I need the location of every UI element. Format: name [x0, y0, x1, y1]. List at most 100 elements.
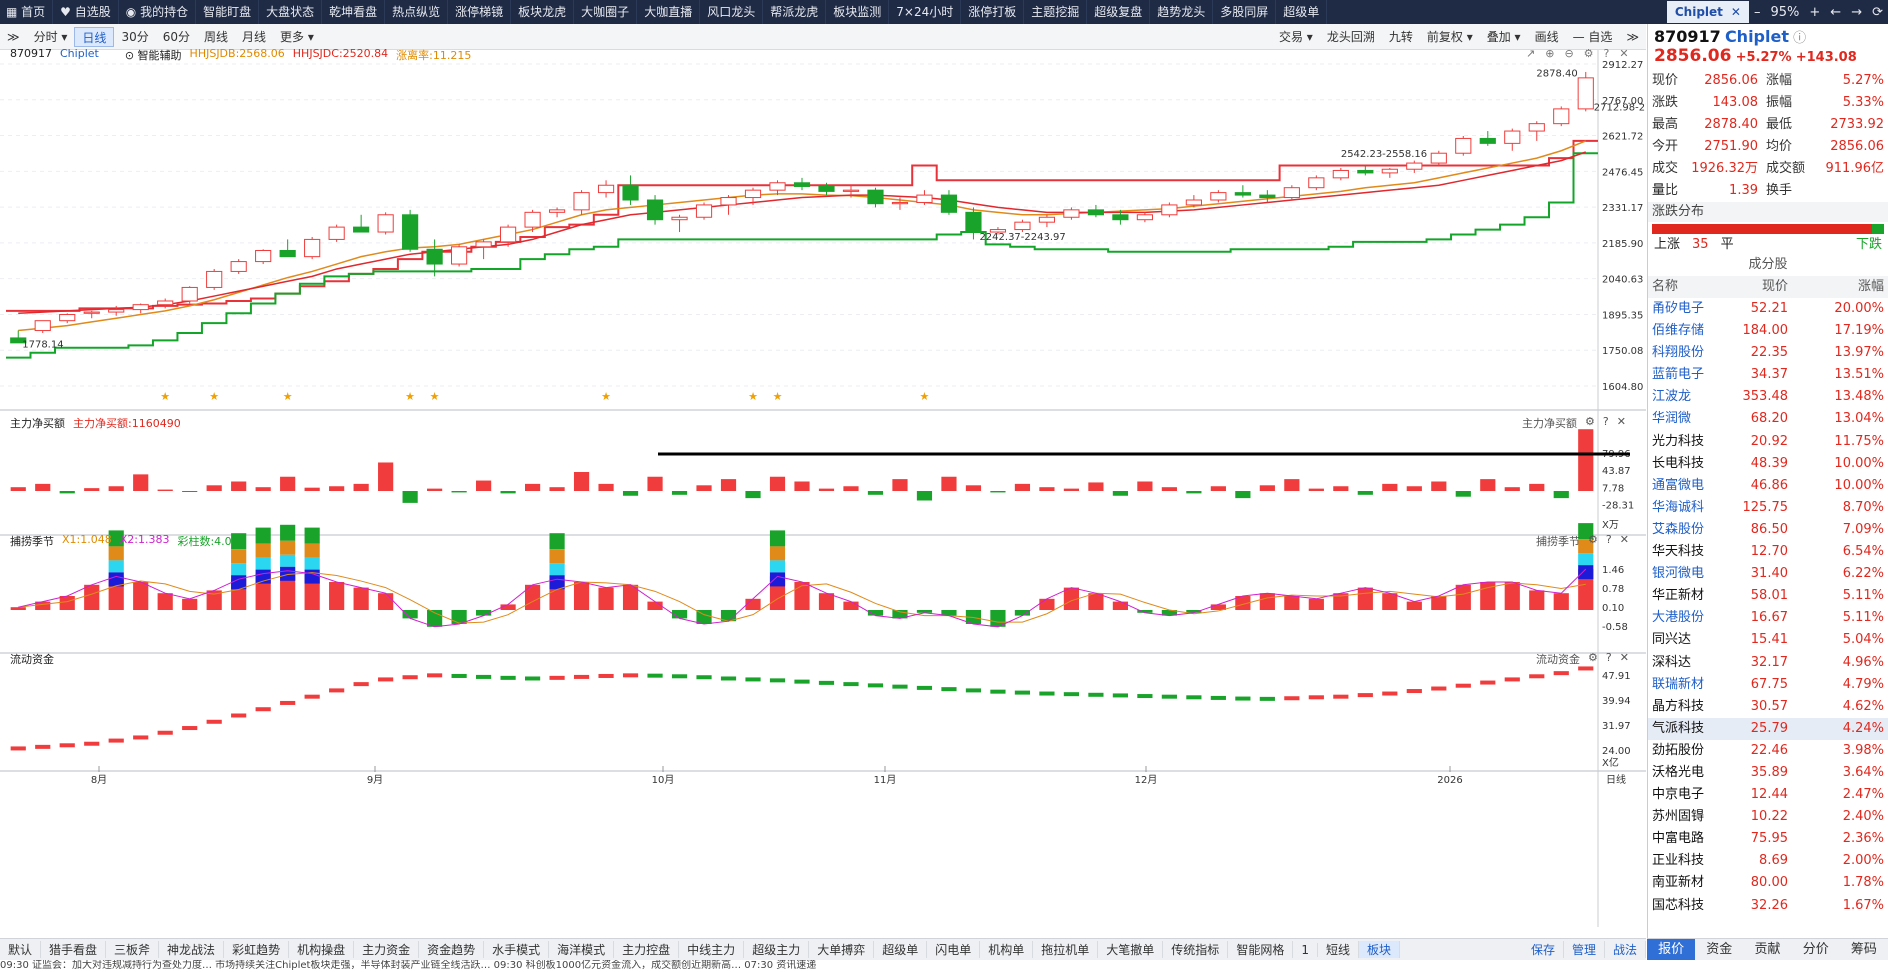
nine-turn-button[interactable]: 九转 [1388, 29, 1413, 44]
constituent-row[interactable]: 蓝箭电子 34.37 13.51% [1648, 364, 1888, 386]
news-ticker[interactable]: 09:30 证监会：加大对违规减持行为查处力度… 市场持续关注Chiplet板块… [0, 960, 1888, 972]
strategy-action-1[interactable]: 管理 [1564, 941, 1605, 958]
watchlist-button[interactable]: — 自选 [1572, 29, 1613, 44]
strategy-tab-19[interactable]: 传统指标 [1163, 941, 1229, 958]
side-name[interactable]: Chiplet [1724, 27, 1789, 46]
period-monthly[interactable]: 月线 [242, 29, 267, 44]
assist-toggle[interactable]: ⊙ 智能辅助 [124, 49, 182, 62]
close-icon[interactable]: ✕ [1619, 47, 1629, 60]
nav-item-20[interactable]: 超级单 [1276, 0, 1328, 24]
constituent-row[interactable]: 同兴达 15.41 5.04% [1648, 629, 1888, 651]
constituent-row[interactable]: 华润微 68.20 13.04% [1648, 408, 1888, 430]
side-tab-0[interactable]: 报价 [1647, 939, 1696, 960]
strategy-tab-13[interactable]: 大单搏弈 [809, 941, 875, 958]
constituent-row[interactable]: 晶方科技 30.57 4.62% [1648, 696, 1888, 718]
share-icon[interactable]: ↗ [1526, 47, 1536, 60]
close-icon[interactable]: ✕ [1619, 533, 1629, 546]
nav-item-9[interactable]: 大咖圈子 [574, 0, 638, 24]
chart-canvas[interactable]: 2912.27 2767.00 2621.72 2476.45 2331.17 2185.… [0, 50, 1646, 927]
settings-icon[interactable]: ⚙ [1588, 651, 1598, 664]
close-icon[interactable]: ✕ [1619, 651, 1629, 664]
constituent-row[interactable]: 深科达 32.17 4.96% [1648, 652, 1888, 674]
strategy-tab-8[interactable]: 水手模式 [484, 941, 550, 958]
nav-item-15[interactable]: 涨停打板 [961, 0, 1025, 24]
nav-item-11[interactable]: 风口龙头 [700, 0, 764, 24]
constituent-row[interactable]: 沃格光电 35.89 3.64% [1648, 762, 1888, 784]
close-icon[interactable]: ✕ [1616, 415, 1626, 428]
strategy-tab-14[interactable]: 超级单 [874, 941, 928, 958]
constituent-row[interactable]: 大港股份 16.67 5.11% [1648, 607, 1888, 629]
constituent-row[interactable]: 联瑞新材 67.75 4.79% [1648, 674, 1888, 696]
strategy-tab-12[interactable]: 超级主力 [744, 941, 810, 958]
strategy-tab-1[interactable]: 猎手看盘 [41, 941, 107, 958]
help-icon[interactable]: ? [1603, 47, 1610, 60]
constituent-row[interactable]: 中富电路 75.95 2.36% [1648, 828, 1888, 850]
close-icon[interactable]: ✕ [1730, 5, 1741, 19]
constituent-row[interactable]: 气派科技 25.79 4.24% [1648, 717, 1888, 740]
nav-item-watchlist[interactable]: ♥ 自选股 [53, 0, 119, 24]
nav-item-8[interactable]: 板块龙虎 [511, 0, 575, 24]
nav-item-5[interactable]: 乾坤看盘 [322, 0, 386, 24]
strategy-tab-18[interactable]: 大笔撤单 [1098, 941, 1164, 958]
constituent-row[interactable]: 正业科技 8.69 2.00% [1648, 850, 1888, 872]
collapse-icon[interactable]: ≫ [1626, 29, 1639, 44]
constituent-row[interactable]: 国芯科技 32.26 1.67% [1648, 895, 1888, 917]
constituent-row[interactable]: 华天科技 12.70 6.54% [1648, 541, 1888, 563]
nav-item-holdings[interactable]: ◉ 我的持仓 [119, 0, 197, 24]
strategy-tab-23[interactable]: 板块 [1358, 941, 1400, 958]
constituent-row[interactable]: 甬矽电子 52.21 20.00% [1648, 298, 1888, 320]
expand-icon[interactable]: ≫ [7, 29, 20, 44]
side-tab-1[interactable]: 资金 [1706, 942, 1733, 957]
nav-item-home[interactable]: ▦ 首页 [0, 0, 54, 24]
chart-area[interactable]: 2912.27 2767.00 2621.72 2476.45 2331.17 2185.… [0, 47, 1646, 927]
nav-item-10[interactable]: 大咖直播 [637, 0, 701, 24]
period-daily[interactable]: 日线 [74, 26, 115, 47]
period-30m[interactable]: 30分 [121, 29, 149, 44]
refresh-icon[interactable]: ⟳ [1872, 4, 1883, 20]
period-60m[interactable]: 60分 [162, 29, 190, 44]
overlay-button[interactable]: 叠加 ▾ [1486, 29, 1521, 44]
strategy-tab-0[interactable]: 默认 [0, 941, 42, 958]
nav-item-4[interactable]: 大盘状态 [259, 0, 323, 24]
adjust-button[interactable]: 前复权 ▾ [1426, 29, 1473, 44]
settings-icon[interactable]: ⚙ [1585, 415, 1595, 428]
constituent-row[interactable]: 劲拓股份 22.46 3.98% [1648, 740, 1888, 762]
strategy-action-0[interactable]: 保存 [1523, 941, 1564, 958]
constituent-row[interactable]: 长电科技 48.39 10.00% [1648, 453, 1888, 475]
settings-icon[interactable]: ⚙ [1583, 47, 1594, 60]
constituent-row[interactable]: 华正新材 58.01 5.11% [1648, 585, 1888, 607]
draw-button[interactable]: 画线 [1534, 29, 1559, 44]
nav-item-16[interactable]: 主题挖掘 [1024, 0, 1088, 24]
strategy-tab-6[interactable]: 主力资金 [354, 941, 420, 958]
help-icon[interactable]: ? [1605, 651, 1612, 664]
strategy-tab-5[interactable]: 机构操盘 [289, 941, 355, 958]
strategy-tab-16[interactable]: 机构单 [980, 941, 1034, 958]
strategy-tab-9[interactable]: 海洋模式 [549, 941, 615, 958]
constituent-row[interactable]: 光力科技 20.92 11.75% [1648, 431, 1888, 453]
nav-item-17[interactable]: 超级复盘 [1087, 0, 1151, 24]
nav-item-13[interactable]: 板块监测 [826, 0, 890, 24]
forward-icon[interactable]: → [1851, 4, 1863, 20]
side-tab-4[interactable]: 筹码 [1850, 942, 1877, 957]
trade-button[interactable]: 交易 ▾ [1278, 29, 1313, 44]
period-more[interactable]: 更多 ▾ [280, 29, 314, 44]
constituent-row[interactable]: 佰维存储 184.00 17.19% [1648, 320, 1888, 342]
constituent-row[interactable]: 江波龙 353.48 13.48% [1648, 386, 1888, 408]
nav-item-6[interactable]: 热点纵览 [385, 0, 449, 24]
side-tab-2[interactable]: 贡献 [1754, 942, 1781, 957]
strategy-tab-11[interactable]: 中线主力 [679, 941, 745, 958]
leader-review-button[interactable]: 龙头回溯 [1326, 29, 1375, 44]
period-intraday[interactable]: 分时 ▾ [33, 29, 68, 44]
constituent-row[interactable]: 中京电子 12.44 2.47% [1648, 784, 1888, 806]
strategy-tab-3[interactable]: 神龙战法 [159, 941, 225, 958]
zoom-in-icon[interactable]: + [1809, 4, 1821, 20]
constituent-row[interactable]: 科翔股份 22.35 13.97% [1648, 342, 1888, 364]
strategy-tab-22[interactable]: 短线 [1318, 941, 1359, 958]
back-icon[interactable]: ← [1830, 4, 1842, 20]
minimize-icon[interactable]: – [1753, 4, 1761, 20]
strategy-tab-17[interactable]: 拖拉机单 [1033, 941, 1099, 958]
strategy-tab-10[interactable]: 主力控盘 [614, 941, 680, 958]
minus-icon[interactable]: ⊖ [1564, 47, 1574, 60]
strategy-tab-7[interactable]: 资金趋势 [419, 941, 485, 958]
nav-item-18[interactable]: 趋势龙头 [1150, 0, 1214, 24]
